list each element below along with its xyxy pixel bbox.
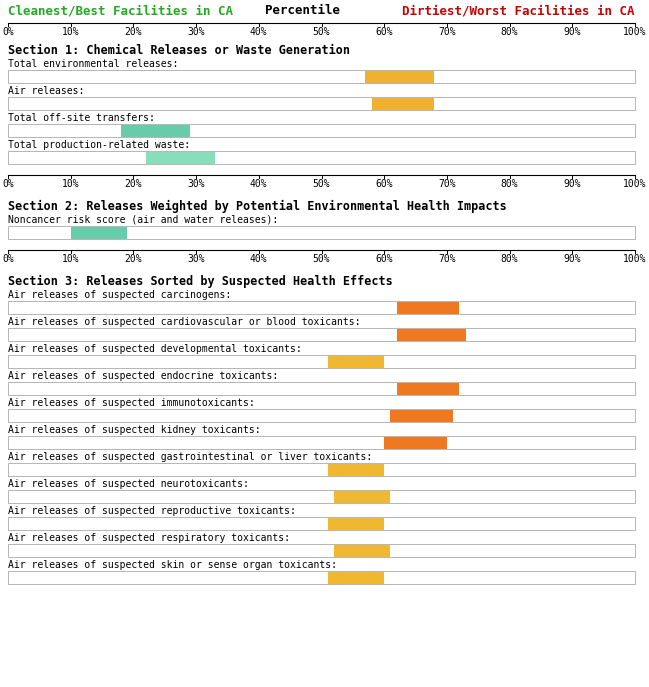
Text: 60%: 60% bbox=[375, 179, 393, 190]
Text: 40%: 40% bbox=[250, 179, 267, 190]
Bar bbox=[8, 124, 635, 137]
Text: Percentile: Percentile bbox=[265, 4, 340, 17]
Text: Air releases of suspected gastrointestinal or liver toxicants:: Air releases of suspected gastrointestin… bbox=[8, 452, 373, 462]
Bar bbox=[397, 383, 459, 394]
Bar bbox=[8, 328, 635, 341]
Text: Air releases:: Air releases: bbox=[8, 86, 84, 96]
Text: 30%: 30% bbox=[188, 179, 205, 190]
Text: 100%: 100% bbox=[623, 179, 647, 190]
Text: 30%: 30% bbox=[188, 254, 205, 264]
Bar bbox=[146, 152, 215, 164]
Text: Air releases of suspected kidney toxicants:: Air releases of suspected kidney toxican… bbox=[8, 425, 261, 435]
Bar bbox=[334, 545, 391, 556]
Text: 30%: 30% bbox=[188, 27, 205, 37]
Text: 0%: 0% bbox=[2, 254, 14, 264]
Text: 70%: 70% bbox=[438, 27, 456, 37]
Text: Air releases of suspected reproductive toxicants:: Air releases of suspected reproductive t… bbox=[8, 506, 296, 516]
Text: Dirtiest/Worst Facilities in CA: Dirtiest/Worst Facilities in CA bbox=[402, 4, 635, 17]
Bar bbox=[391, 409, 453, 422]
Bar bbox=[328, 355, 384, 368]
Bar bbox=[8, 70, 635, 83]
Text: Section 3: Releases Sorted by Suspected Health Effects: Section 3: Releases Sorted by Suspected … bbox=[8, 275, 393, 288]
Bar bbox=[334, 491, 391, 502]
Bar bbox=[8, 409, 635, 422]
Text: Total off-site transfers:: Total off-site transfers: bbox=[8, 113, 155, 123]
Text: 40%: 40% bbox=[250, 254, 267, 264]
Bar bbox=[328, 572, 384, 583]
Text: 20%: 20% bbox=[125, 179, 142, 190]
Bar bbox=[8, 382, 635, 395]
Text: 40%: 40% bbox=[250, 27, 267, 37]
Bar bbox=[397, 302, 459, 313]
Text: 70%: 70% bbox=[438, 179, 456, 190]
Text: 10%: 10% bbox=[62, 27, 80, 37]
Bar bbox=[384, 436, 447, 449]
Text: 50%: 50% bbox=[313, 254, 330, 264]
Bar bbox=[372, 98, 434, 109]
Text: 60%: 60% bbox=[375, 27, 393, 37]
Text: 60%: 60% bbox=[375, 254, 393, 264]
Bar bbox=[8, 544, 635, 557]
Bar bbox=[8, 151, 635, 164]
Bar bbox=[8, 436, 635, 449]
Text: Air releases of suspected developmental toxicants:: Air releases of suspected developmental … bbox=[8, 344, 302, 354]
Bar bbox=[365, 71, 434, 82]
Bar bbox=[71, 227, 127, 238]
Bar bbox=[8, 226, 635, 239]
Text: 70%: 70% bbox=[438, 254, 456, 264]
Bar bbox=[328, 517, 384, 530]
Text: 90%: 90% bbox=[563, 27, 581, 37]
Text: 0%: 0% bbox=[2, 27, 14, 37]
Text: 10%: 10% bbox=[62, 179, 80, 190]
Text: Air releases of suspected endocrine toxicants:: Air releases of suspected endocrine toxi… bbox=[8, 371, 278, 381]
Bar bbox=[8, 463, 635, 476]
Text: Cleanest/Best Facilities in CA: Cleanest/Best Facilities in CA bbox=[8, 4, 233, 17]
Text: Noncancer risk score (air and water releases):: Noncancer risk score (air and water rele… bbox=[8, 215, 278, 225]
Bar bbox=[8, 97, 635, 110]
Bar bbox=[8, 490, 635, 503]
Bar bbox=[8, 301, 635, 314]
Text: 50%: 50% bbox=[313, 27, 330, 37]
Text: 100%: 100% bbox=[623, 254, 647, 264]
Text: Air releases of suspected skin or sense organ toxicants:: Air releases of suspected skin or sense … bbox=[8, 560, 337, 570]
Bar bbox=[8, 571, 635, 584]
Text: Total production-related waste:: Total production-related waste: bbox=[8, 140, 190, 150]
Text: Air releases of suspected respiratory toxicants:: Air releases of suspected respiratory to… bbox=[8, 533, 290, 543]
Bar bbox=[328, 464, 384, 475]
Bar bbox=[8, 355, 635, 368]
Text: Air releases of suspected cardiovascular or blood toxicants:: Air releases of suspected cardiovascular… bbox=[8, 317, 360, 327]
Text: 20%: 20% bbox=[125, 254, 142, 264]
Bar bbox=[8, 517, 635, 530]
Text: Air releases of suspected immunotoxicants:: Air releases of suspected immunotoxicant… bbox=[8, 398, 255, 408]
Text: 80%: 80% bbox=[501, 27, 519, 37]
Text: 20%: 20% bbox=[125, 27, 142, 37]
Text: 90%: 90% bbox=[563, 254, 581, 264]
Text: Air releases of suspected carcinogens:: Air releases of suspected carcinogens: bbox=[8, 290, 231, 300]
Text: Air releases of suspected neurotoxicants:: Air releases of suspected neurotoxicants… bbox=[8, 479, 249, 489]
Text: 80%: 80% bbox=[501, 254, 519, 264]
Text: 10%: 10% bbox=[62, 254, 80, 264]
Text: 90%: 90% bbox=[563, 179, 581, 190]
Text: 100%: 100% bbox=[623, 27, 647, 37]
Text: 50%: 50% bbox=[313, 179, 330, 190]
Text: Section 1: Chemical Releases or Waste Generation: Section 1: Chemical Releases or Waste Ge… bbox=[8, 44, 350, 57]
Text: 80%: 80% bbox=[501, 179, 519, 190]
Bar bbox=[121, 124, 190, 137]
Text: Section 2: Releases Weighted by Potential Environmental Health Impacts: Section 2: Releases Weighted by Potentia… bbox=[8, 200, 507, 213]
Bar bbox=[397, 328, 466, 341]
Text: Total environmental releases:: Total environmental releases: bbox=[8, 59, 178, 69]
Text: 0%: 0% bbox=[2, 179, 14, 190]
